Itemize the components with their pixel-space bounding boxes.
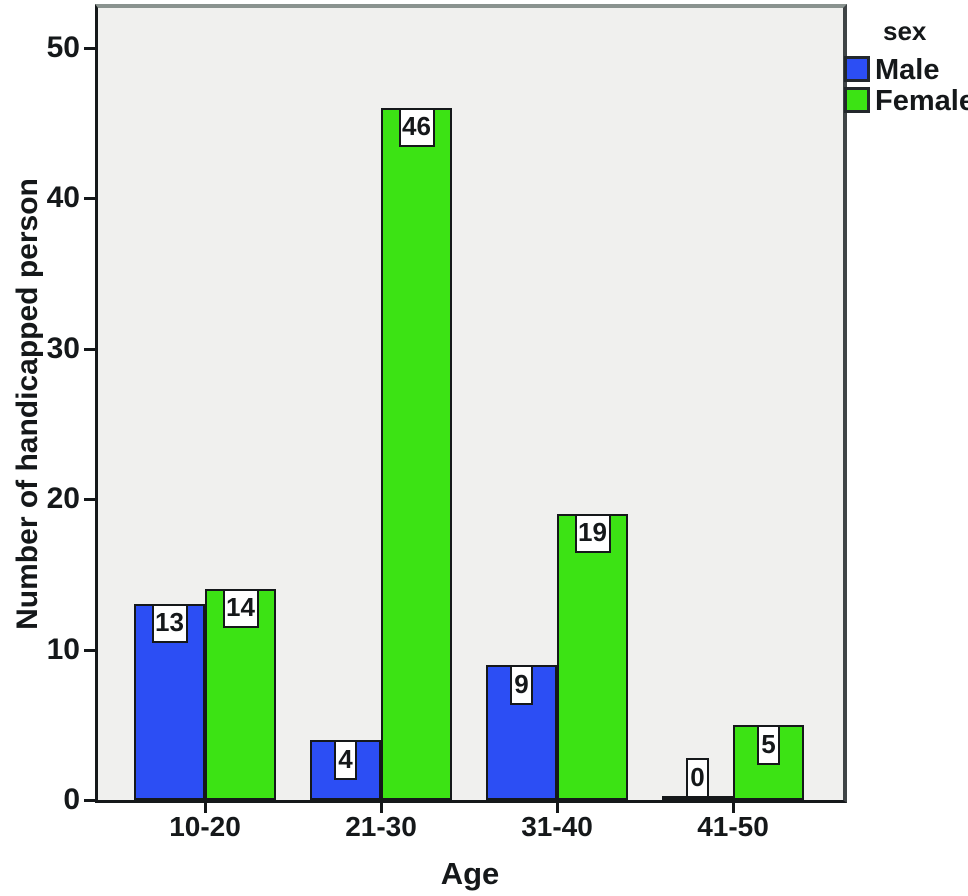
y-tick-label: 20 — [46, 482, 80, 515]
bar-value-label: 19 — [574, 514, 611, 553]
y-axis-tick — [84, 47, 97, 50]
y-axis-tick — [84, 799, 97, 802]
x-tick-label: 21-30 — [345, 811, 417, 842]
y-axis-title: Number of handicapped person — [11, 178, 44, 630]
y-tick-label: 0 — [63, 783, 80, 816]
x-tick-label: 10-20 — [169, 811, 241, 842]
legend-label-male: Male — [875, 54, 940, 86]
bar-female-31-40 — [557, 514, 628, 800]
legend-title: sex — [883, 16, 927, 46]
male-color-swatch-icon — [844, 56, 870, 82]
bar-value-label: 13 — [151, 604, 188, 643]
x-axis-tick — [204, 800, 207, 813]
bar-value-label: 0 — [686, 758, 709, 798]
x-axis-tick — [556, 800, 559, 813]
female-color-swatch-icon — [844, 87, 870, 113]
legend-label-female: Female — [875, 85, 968, 117]
y-axis-tick — [84, 348, 97, 351]
bar-value-label: 4 — [334, 740, 357, 780]
y-axis-tick — [84, 649, 97, 652]
bar-value-label: 5 — [757, 725, 780, 765]
bar-female-21-30 — [381, 108, 452, 800]
bar-value-label: 46 — [398, 108, 435, 147]
y-axis-tick — [84, 197, 97, 200]
x-axis-title: Age — [440, 856, 500, 891]
y-tick-label: 50 — [46, 31, 80, 64]
y-tick-label: 30 — [46, 332, 80, 365]
bar-value-label: 9 — [510, 665, 533, 705]
x-tick-label: 41-50 — [697, 811, 769, 842]
bar-value-label: 14 — [222, 589, 259, 628]
y-axis-tick — [84, 498, 97, 501]
x-axis-tick — [380, 800, 383, 813]
x-axis-tick — [732, 800, 735, 813]
y-tick-label: 40 — [46, 181, 80, 214]
x-tick-label: 31-40 — [521, 811, 593, 842]
y-tick-label: 10 — [46, 633, 80, 666]
